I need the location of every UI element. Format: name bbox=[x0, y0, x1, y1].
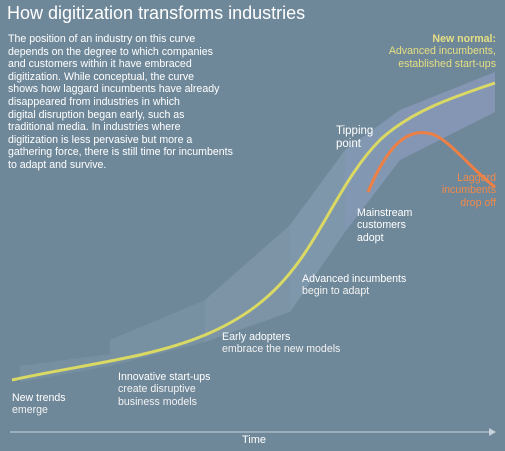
stage-line: New trends bbox=[12, 392, 66, 404]
new-normal-line: established start-ups bbox=[398, 57, 496, 70]
laggard-line: drop off bbox=[460, 196, 496, 209]
stage-line: Early adopters bbox=[222, 331, 291, 343]
stage-innovative-label: Innovative start-ups create disruptive b… bbox=[118, 371, 210, 408]
stage-new-trends-label: New trends emerge bbox=[12, 392, 66, 417]
stage-line: business models bbox=[118, 395, 197, 408]
intro-line: and customers within it have embraced bbox=[8, 58, 192, 71]
intro-line: digitization is less pervasive but more … bbox=[8, 133, 193, 146]
band-segment-5 bbox=[345, 110, 400, 232]
laggard-label: Laggard incumbents drop off bbox=[442, 172, 496, 209]
intro-line: The position of an industry on this curv… bbox=[8, 33, 196, 45]
band-segment-1 bbox=[20, 354, 110, 382]
stage-line: customers bbox=[357, 219, 406, 232]
new-normal-heading: New normal: bbox=[432, 33, 496, 45]
new-normal-line: Advanced incumbents, bbox=[388, 45, 496, 58]
intro-line: gathering force, there is still time for… bbox=[8, 146, 233, 159]
stage-line: Advanced incumbents bbox=[302, 273, 407, 285]
stage-line: emerge bbox=[12, 404, 48, 417]
laggard-line: Laggard bbox=[457, 172, 496, 184]
tipping-point-label: Tipping point bbox=[336, 125, 373, 151]
stage-line: embrace the new models bbox=[222, 343, 341, 356]
intro-line: to adapt and survive. bbox=[8, 158, 107, 171]
band-segment-3 bbox=[205, 225, 290, 342]
intro-line: shows how laggard incumbents have alread… bbox=[8, 83, 220, 96]
intro-text: The position of an industry on this curv… bbox=[8, 33, 308, 172]
intro-line: traditional media. In industries where bbox=[8, 121, 181, 134]
stage-advanced-label: Advanced incumbents begin to adapt bbox=[302, 273, 406, 298]
stage-line: create disruptive bbox=[118, 383, 196, 396]
intro-line: depends on the degree to which companies bbox=[8, 45, 213, 58]
laggard-curve bbox=[366, 131, 496, 193]
stage-line: Innovative start-ups bbox=[118, 371, 211, 383]
tipping-line: point bbox=[336, 138, 361, 150]
intro-line: digitization. While conceptual, the curv… bbox=[8, 70, 195, 83]
new-normal-label: New normal: Advanced incumbents, establi… bbox=[389, 33, 496, 70]
stage-early-label: Early adopters embrace the new models bbox=[222, 331, 340, 356]
page-title: How digitization transforms industries bbox=[7, 3, 306, 23]
band-segment-2 bbox=[110, 300, 205, 366]
time-axis-label: Time bbox=[242, 434, 267, 446]
stage-line: Mainstream bbox=[357, 207, 413, 219]
intro-line: digital disruption began early, such as bbox=[8, 108, 185, 121]
stage-line: begin to adapt bbox=[302, 285, 370, 298]
stage-line: adopt bbox=[357, 231, 384, 244]
stage-mainstream-label: Mainstream customers adopt bbox=[357, 207, 412, 244]
curve-band bbox=[20, 72, 495, 382]
tipping-line: Tipping bbox=[336, 125, 374, 137]
time-axis-arrow bbox=[489, 428, 496, 436]
adoption-curve bbox=[11, 81, 496, 382]
laggard-line: incumbents bbox=[441, 184, 496, 197]
band-segment-6 bbox=[400, 72, 495, 160]
intro-line: disappeared from industries in which bbox=[8, 95, 180, 108]
